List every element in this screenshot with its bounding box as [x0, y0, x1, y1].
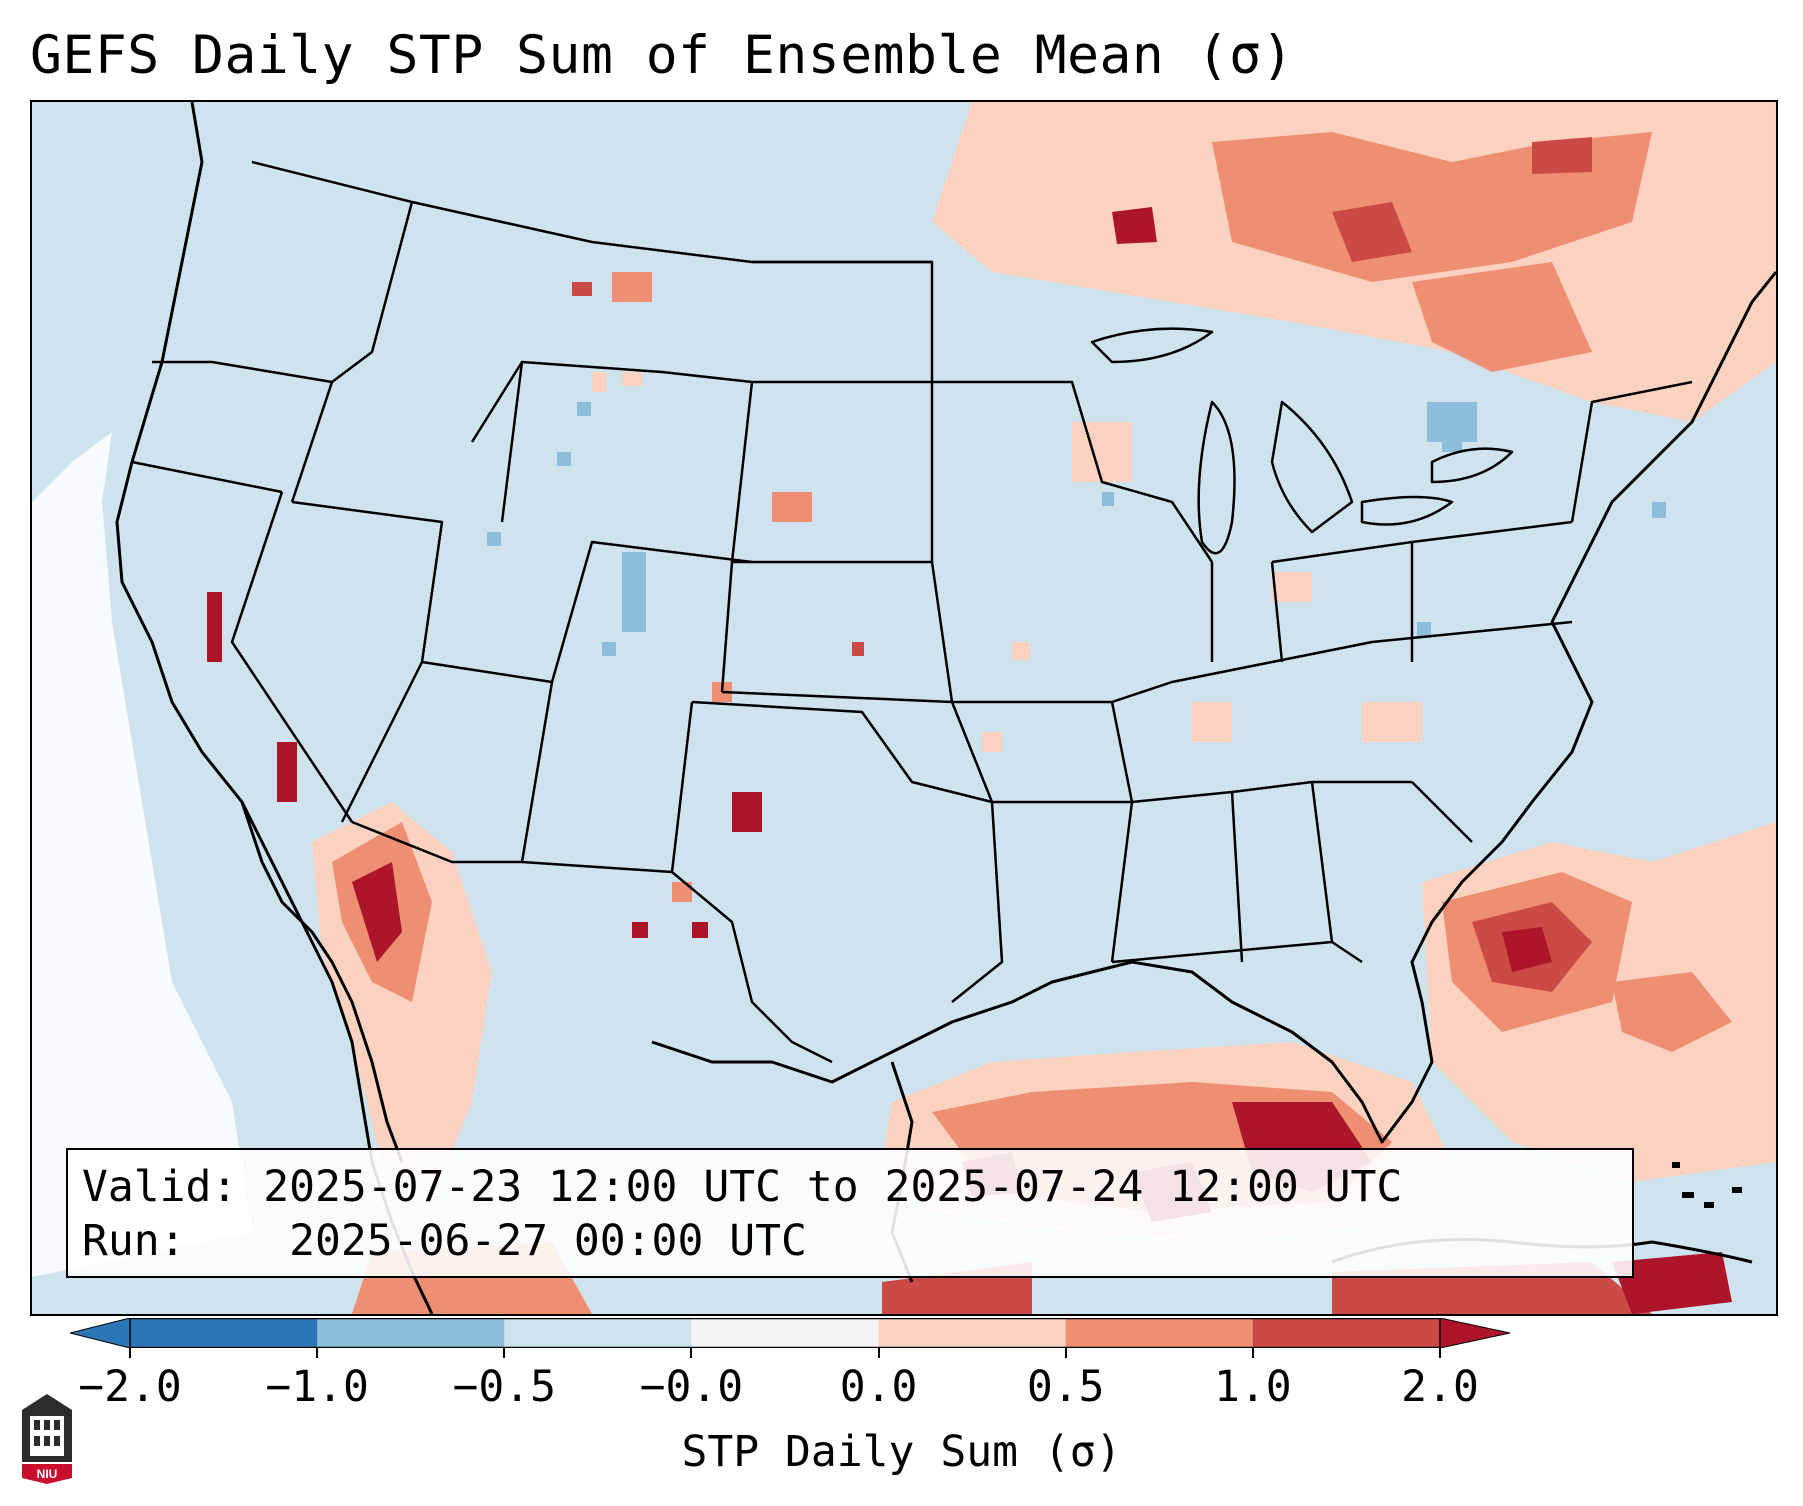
colorbar-segment: [878, 1318, 1067, 1348]
colorbar-segment: [317, 1318, 505, 1348]
run-value: 2025-06-27 00:00 UTC: [289, 1216, 807, 1266]
colorbar-tick-label: −0.0: [639, 1362, 744, 1412]
colorbar: [70, 1318, 1510, 1348]
state-borders: [131, 160, 1693, 1064]
colorbar-segment: [1252, 1318, 1441, 1348]
colorbar-segment: [691, 1318, 880, 1348]
colorbar-tick-mark: [690, 1348, 693, 1358]
colorbar-extend-high: [1439, 1318, 1510, 1348]
valid-run-info-box: Valid: 2025-07-23 12:00 UTC to 2025-07-2…: [66, 1148, 1634, 1278]
scattered-anomalies: [572, 272, 1422, 938]
negative-anomalies: [487, 402, 1666, 656]
colorbar-tick-label: 2.0: [1401, 1362, 1479, 1412]
logo-text: NIU: [37, 1467, 58, 1481]
pacific-near-zero-region: [32, 432, 252, 1277]
map-panel: [30, 100, 1778, 1316]
colorbar-tick-mark: [877, 1348, 880, 1358]
colorbar-tick-mark: [1439, 1348, 1441, 1358]
canada-anomaly-cluster: [932, 102, 1776, 422]
colorbar-tick-label: −2.0: [78, 1362, 182, 1412]
valid-label: Valid:: [82, 1162, 238, 1212]
run-line: Run: 2025-06-27 00:00 UTC: [82, 1214, 1618, 1268]
colorbar-segment: [504, 1318, 692, 1348]
colorbar-segment: [1065, 1318, 1254, 1348]
colorbar-tick-mark: [129, 1348, 131, 1358]
colorbar-tick-mark: [503, 1348, 506, 1358]
colorbar-extend-low: [70, 1318, 131, 1348]
colorbar-tick-mark: [316, 1348, 319, 1358]
stp-map: [32, 102, 1776, 1314]
chart-title: GEFS Daily STP Sum of Ensemble Mean (σ): [30, 25, 1294, 86]
colorbar-tick-label: −0.5: [452, 1362, 557, 1412]
colorbar-segment: [130, 1318, 318, 1348]
colorbar-tick-label: 0.0: [839, 1362, 918, 1412]
islands: [1672, 1162, 1742, 1208]
atlantic-anomaly-cluster: [1422, 822, 1776, 1182]
colorbar-tick-mark: [1064, 1348, 1067, 1358]
southwest-anomaly-cluster: [207, 592, 592, 1314]
niu-logo: NIU: [22, 1394, 72, 1484]
colorbar-label: STP Daily Sum (σ): [681, 1427, 1122, 1477]
colorbar-tick-label: −1.0: [265, 1362, 369, 1412]
colorbar-tick-label: 1.0: [1214, 1362, 1292, 1412]
valid-line: Valid: 2025-07-23 12:00 UTC to 2025-07-2…: [82, 1160, 1618, 1214]
run-label: Run:: [82, 1216, 186, 1266]
colorbar-tick-mark: [1251, 1348, 1254, 1358]
valid-value: 2025-07-23 12:00 UTC to 2025-07-24 12:00…: [263, 1162, 1403, 1212]
colorbar-tick-label: 0.5: [1026, 1362, 1105, 1412]
